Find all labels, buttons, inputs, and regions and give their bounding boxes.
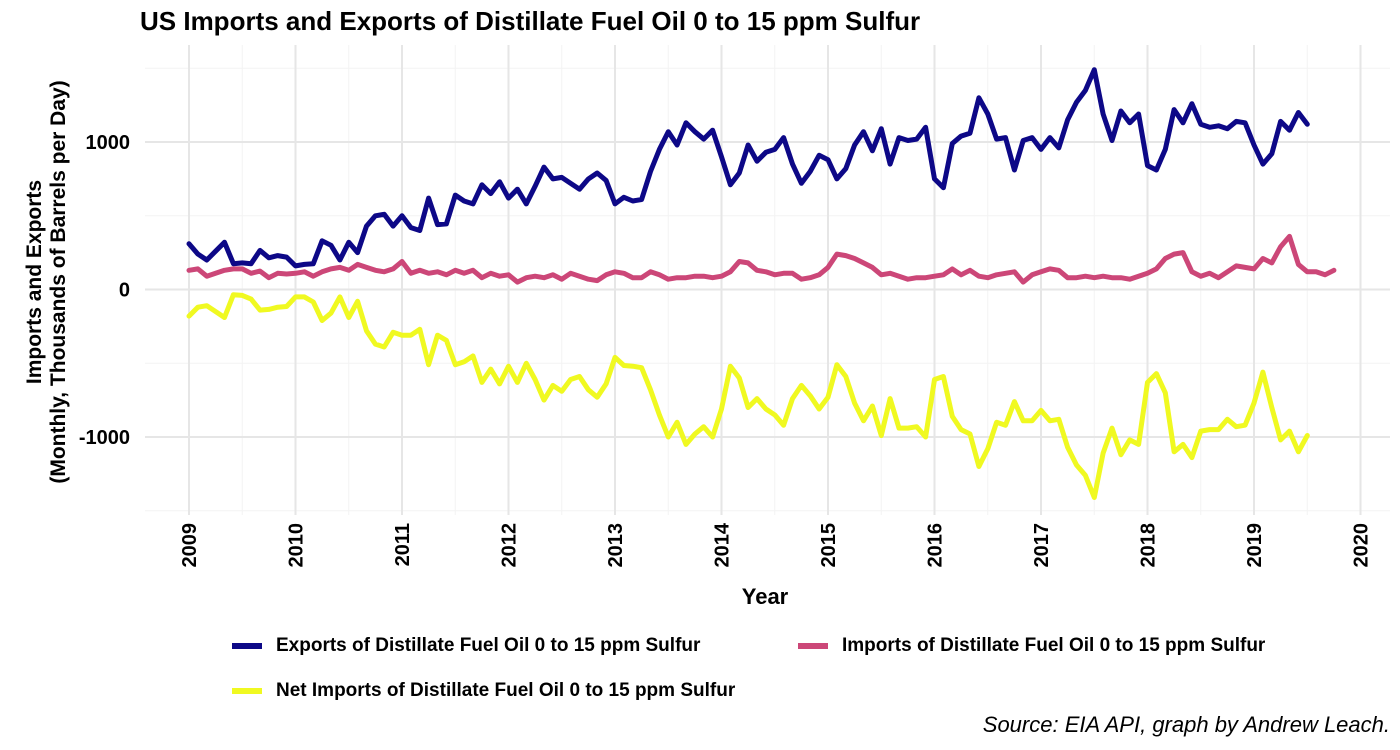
x-tick-labels: 2009 2010 2011 2012 2013 2014 2015 2016 2017 2018… bbox=[179, 522, 1373, 567]
legend-item-exports: Exports of Distillate Fuel Oil 0 to 15 p… bbox=[232, 635, 700, 657]
y-tick-label: 0 bbox=[119, 280, 130, 302]
x-tick-label: 2018 bbox=[1138, 523, 1160, 568]
legend-label-net-imports: Net Imports of Distillate Fuel Oil 0 to … bbox=[276, 680, 736, 701]
y-tick-label: 1000 bbox=[86, 132, 131, 154]
legend-swatch-net-imports bbox=[232, 688, 262, 694]
series-lines bbox=[186, 67, 1337, 500]
chart-title: US Imports and Exports of Distillate Fue… bbox=[140, 6, 921, 36]
y-axis-label: Imports and Exports (Monthly, Thousands … bbox=[23, 80, 71, 483]
y-axis-label-line2: (Monthly, Thousands of Barrels per Day) bbox=[47, 80, 70, 484]
x-tick-label: 2013 bbox=[605, 523, 627, 568]
source-caption: Source: EIA API, graph by Andrew Leach. bbox=[982, 712, 1390, 737]
x-tick-label: 2016 bbox=[925, 523, 947, 568]
y-tick-label: -1000 bbox=[79, 427, 130, 449]
legend-label-imports: Imports of Distillate Fuel Oil 0 to 15 p… bbox=[842, 635, 1266, 656]
x-tick-label: 2014 bbox=[712, 522, 734, 567]
legend-item-net-imports: Net Imports of Distillate Fuel Oil 0 to … bbox=[232, 680, 735, 702]
x-tick-label: 2019 bbox=[1244, 523, 1266, 568]
x-tick-label: 2012 bbox=[499, 523, 521, 568]
x-tick-label: 2009 bbox=[179, 523, 201, 568]
x-axis-label: Year bbox=[741, 584, 789, 609]
x-tick-label: 2010 bbox=[286, 523, 308, 568]
series-line-exports bbox=[186, 67, 1310, 269]
legend-item-imports: Imports of Distillate Fuel Oil 0 to 15 p… bbox=[798, 635, 1265, 657]
x-tick-label: 2011 bbox=[392, 523, 414, 566]
y-tick-labels: -1000 0 1000 bbox=[79, 132, 130, 449]
x-tick-label: 2015 bbox=[818, 523, 840, 568]
legend-label-exports: Exports of Distillate Fuel Oil 0 to 15 p… bbox=[276, 635, 701, 656]
legend-swatch-imports bbox=[798, 643, 828, 649]
y-axis-label-line1: Imports and Exports bbox=[23, 179, 46, 385]
x-tick-label: 2017 bbox=[1031, 523, 1053, 568]
series-line-imports bbox=[186, 233, 1337, 285]
series-line-net-imports bbox=[186, 292, 1310, 500]
legend-swatch-exports bbox=[232, 643, 262, 649]
x-tick-label: 2020 bbox=[1351, 523, 1373, 568]
gridlines bbox=[145, 45, 1390, 515]
